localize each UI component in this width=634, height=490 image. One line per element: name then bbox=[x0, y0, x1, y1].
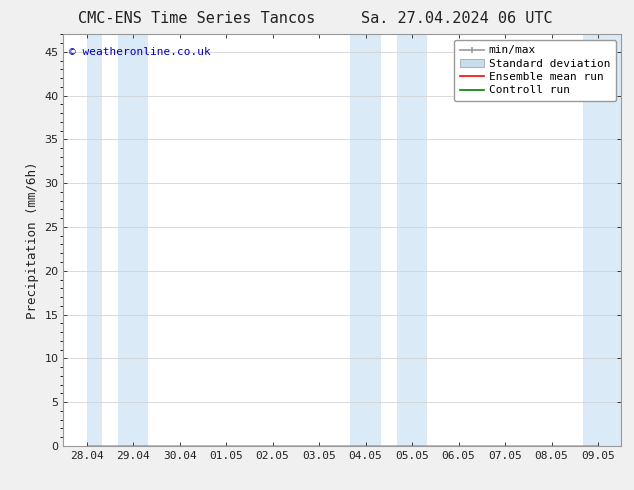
Bar bbox=[350, 34, 381, 446]
Bar bbox=[583, 34, 621, 446]
Text: CMC-ENS Time Series Tancos: CMC-ENS Time Series Tancos bbox=[78, 11, 315, 26]
Text: Sa. 27.04.2024 06 UTC: Sa. 27.04.2024 06 UTC bbox=[361, 11, 552, 26]
Bar bbox=[397, 34, 427, 446]
Y-axis label: Precipitation (mm/6h): Precipitation (mm/6h) bbox=[26, 161, 39, 319]
Bar bbox=[118, 34, 148, 446]
Text: © weatheronline.co.uk: © weatheronline.co.uk bbox=[69, 47, 210, 57]
Bar bbox=[87, 34, 102, 446]
Legend: min/max, Standard deviation, Ensemble mean run, Controll run: min/max, Standard deviation, Ensemble me… bbox=[455, 40, 616, 101]
